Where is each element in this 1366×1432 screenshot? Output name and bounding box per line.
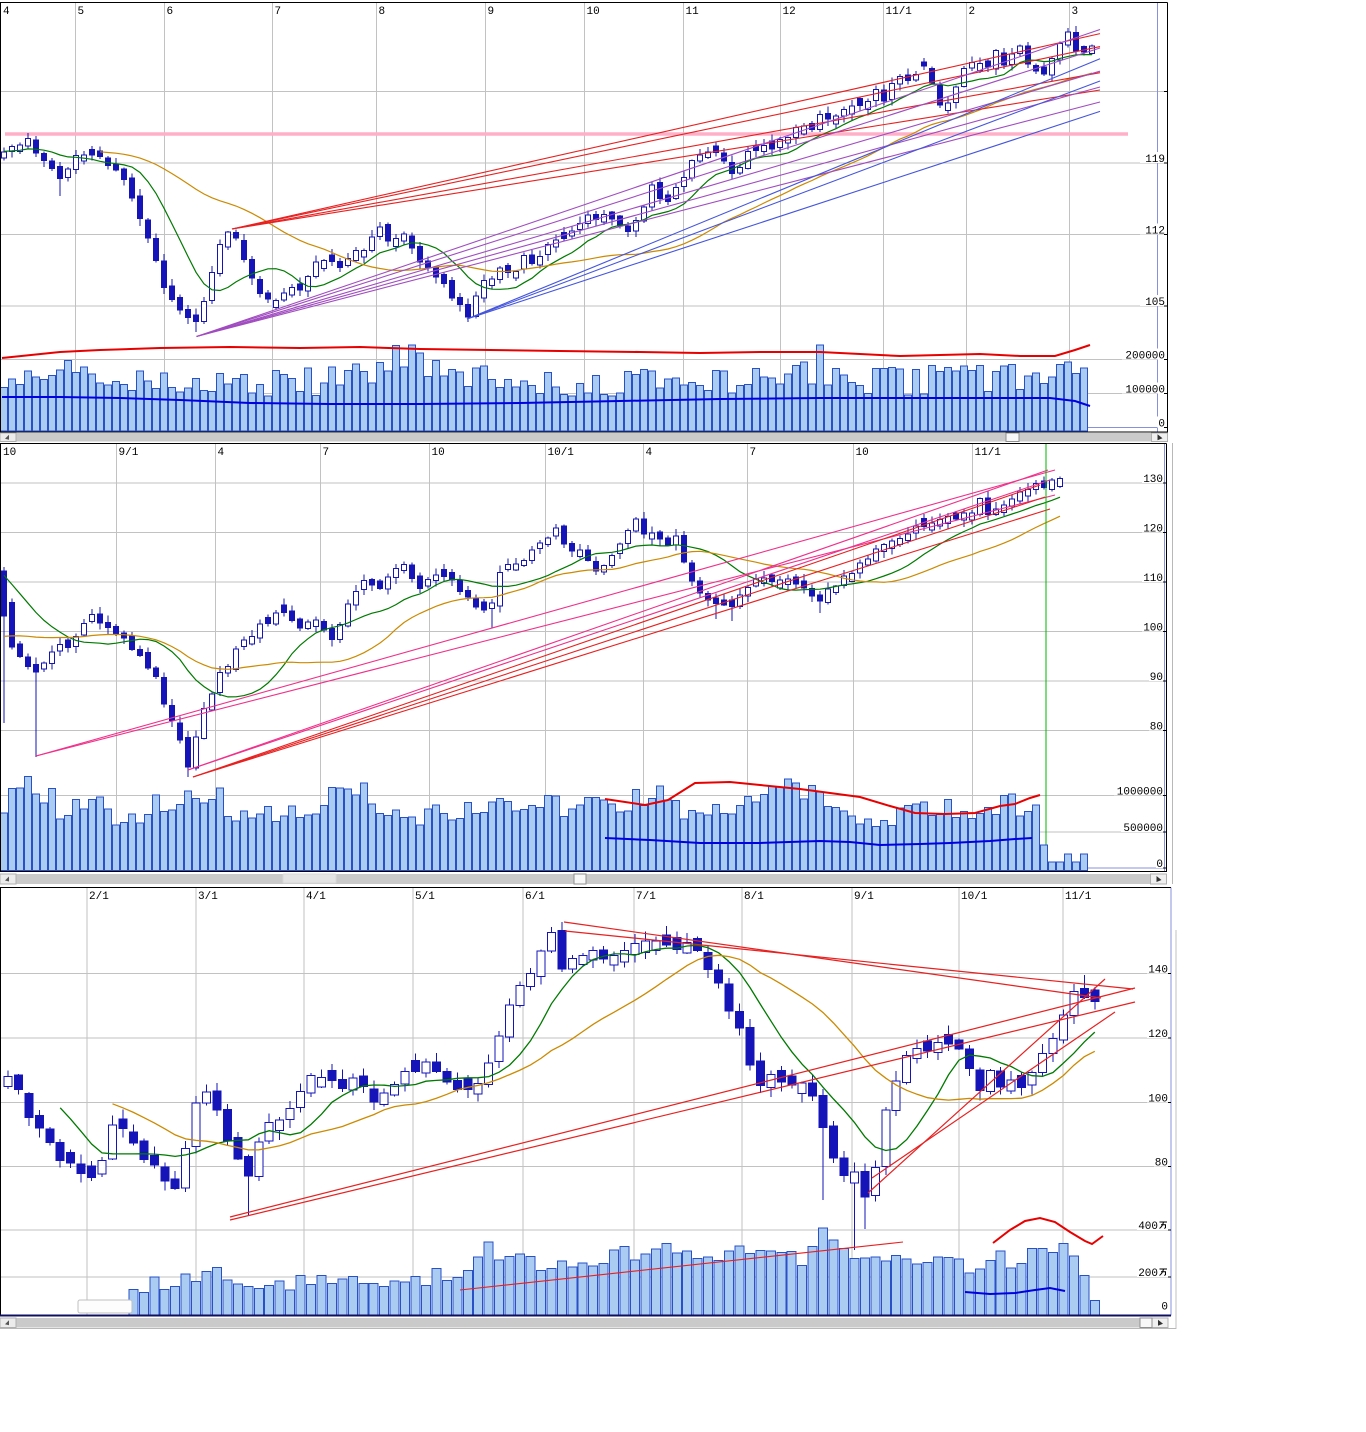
svg-text:11: 11	[686, 6, 700, 18]
svg-text:140: 140	[1148, 965, 1168, 977]
svg-text:0: 0	[1158, 419, 1165, 431]
svg-text:2: 2	[969, 6, 976, 18]
svg-text:80: 80	[1155, 1158, 1168, 1170]
svg-text:120: 120	[1143, 524, 1163, 536]
svg-text:5/1: 5/1	[415, 891, 435, 903]
svg-text:200: 200	[1138, 1268, 1158, 1280]
svg-text:9: 9	[488, 6, 495, 18]
svg-text:8: 8	[379, 6, 386, 18]
svg-text:200000: 200000	[1125, 351, 1165, 363]
svg-text:5: 5	[78, 6, 85, 18]
svg-text:3/1: 3/1	[198, 891, 218, 903]
svg-text:100: 100	[1143, 623, 1163, 635]
svg-text:4: 4	[218, 447, 225, 459]
svg-text:4: 4	[646, 447, 653, 459]
svg-text:0: 0	[1161, 1302, 1168, 1314]
svg-text:80: 80	[1150, 722, 1163, 734]
svg-text:11/1: 11/1	[975, 447, 1002, 459]
svg-text:2/1: 2/1	[89, 891, 109, 903]
svg-text:11/1: 11/1	[1065, 891, 1092, 903]
svg-text:110: 110	[1143, 573, 1163, 585]
svg-text:100000: 100000	[1125, 385, 1165, 397]
svg-text:11/1: 11/1	[886, 6, 913, 18]
svg-text:100: 100	[1148, 1094, 1168, 1106]
svg-text:119: 119	[1145, 154, 1165, 166]
svg-text:9/1: 9/1	[119, 447, 139, 459]
svg-text:8/1: 8/1	[744, 891, 764, 903]
svg-text:7: 7	[323, 447, 330, 459]
svg-text:130: 130	[1143, 474, 1163, 486]
svg-text:7: 7	[275, 6, 282, 18]
svg-text:10: 10	[856, 447, 869, 459]
svg-text:10: 10	[3, 447, 16, 459]
svg-text:10: 10	[587, 6, 600, 18]
svg-text:0: 0	[1156, 859, 1163, 871]
svg-text:105: 105	[1145, 297, 1165, 309]
svg-text:120: 120	[1148, 1029, 1168, 1041]
svg-text:7: 7	[750, 447, 757, 459]
svg-text:400: 400	[1138, 1221, 1158, 1233]
svg-text:1000000: 1000000	[1117, 786, 1163, 798]
svg-text:4: 4	[3, 6, 10, 18]
svg-text:4/1: 4/1	[306, 891, 326, 903]
svg-text:9/1: 9/1	[854, 891, 874, 903]
svg-text:10/1: 10/1	[548, 447, 575, 459]
svg-text:6/1: 6/1	[525, 891, 545, 903]
svg-text:90: 90	[1150, 672, 1163, 684]
svg-text:10: 10	[432, 447, 445, 459]
svg-text:7/1: 7/1	[636, 891, 656, 903]
svg-text:500000: 500000	[1123, 823, 1163, 835]
svg-text:6: 6	[167, 6, 174, 18]
svg-text:12: 12	[783, 6, 796, 18]
svg-text:10/1: 10/1	[961, 891, 988, 903]
svg-text:112: 112	[1145, 226, 1165, 238]
svg-text:3: 3	[1072, 6, 1079, 18]
